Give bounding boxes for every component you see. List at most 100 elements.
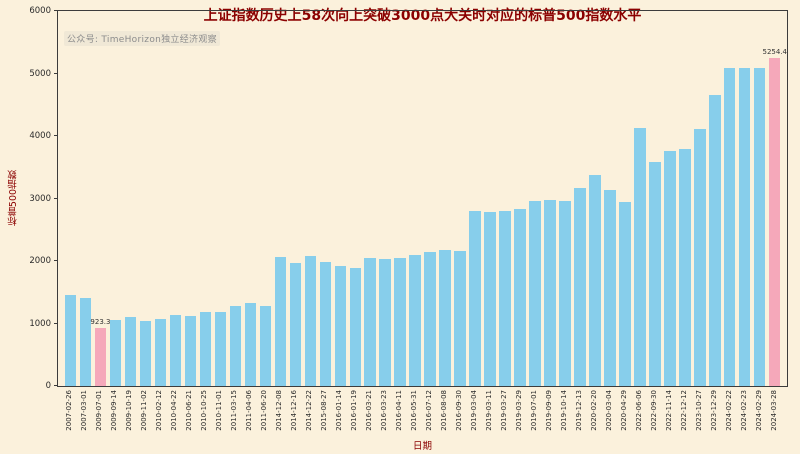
bar-slot [543,11,558,386]
bar-slot [647,11,662,386]
bar [64,295,77,386]
bar-slot [183,11,198,386]
bar [244,302,256,386]
bar [634,128,646,386]
bar-slot [378,11,393,386]
chart-title: 上证指数历史上58次向上突破3000点大关时对应的标普500指数水平 [203,8,642,24]
x-tick-label: 2009-09-14 [109,390,118,431]
bar-slot [602,11,617,386]
bar [574,187,586,386]
x-tick-label: 2007-02-26 [64,390,73,431]
bar [124,317,137,386]
x-tick-label: 2010-04-22 [169,390,178,431]
x-tick-label: 2007-03-01 [79,390,88,431]
bar-slot [752,11,767,386]
bar [139,320,152,386]
x-tick-label: 2019-12-13 [575,390,584,431]
bar [604,190,616,386]
x-tick-label: 2022-12-12 [680,390,689,431]
bar [514,208,526,386]
x-tick-label: 2010-02-12 [154,390,163,431]
bar-slot [198,11,213,386]
x-tick-label: 2024-03-28 [770,390,779,431]
bar-slot [363,11,378,386]
x-tick-label: 2016-04-11 [395,390,403,431]
x-tick-label: 2019-03-29 [515,390,524,431]
x-tick-label: 2011-03-15 [229,390,238,431]
bar-slot [78,11,93,386]
bar [469,211,481,386]
bar-value-annotation: 923.3 [90,318,111,327]
y-tick-mark [54,385,58,386]
bar-slot [632,11,647,386]
watermark: 公众号: TimeHorizon独立经济观察 [64,31,220,46]
bar [559,200,571,386]
bar [454,250,466,386]
bar-highlighted [769,57,781,386]
y-tick-label: 0 [45,381,51,391]
bar [409,254,421,386]
x-tick-label: 2019-03-27 [500,390,509,431]
bar [109,320,122,386]
bar-slot [453,11,468,386]
bar [544,199,556,386]
bar [79,298,92,386]
x-tick-label: 2022-11-14 [665,390,674,431]
x-tick-label: 2019-07-01 [530,390,539,431]
y-tick-mark [54,135,58,136]
bar-slot [273,11,288,386]
x-tick-label: 2009-10-19 [124,390,133,431]
x-tick-label: 2010-11-01 [214,390,223,431]
bar [289,262,301,386]
x-tick-label: 2019-03-11 [485,390,494,431]
x-tick-label: 2024-02-22 [725,390,734,431]
x-axis-label: 日期 [412,441,432,452]
bar [184,316,197,386]
bar-slot [692,11,707,386]
x-tick-label: 2016-01-14 [334,390,343,431]
x-tick-label: 2019-10-14 [560,390,569,431]
bar [379,258,391,386]
bar-slot [348,11,363,386]
bar-slot [483,11,498,386]
x-tick-label: 2010-06-21 [184,390,193,431]
bar [154,318,167,386]
x-tick-label: 2019-03-04 [470,390,479,431]
x-tick-label: 2019-09-09 [545,390,554,431]
x-tick-label: 2011-06-20 [259,390,268,431]
x-tick-label: 2022-06-06 [635,390,644,431]
bar [319,261,331,386]
bar-slot [393,11,408,386]
bar [694,128,706,386]
bar [169,315,182,386]
x-tick-label: 2014-12-16 [289,390,298,431]
bar-slot: 923.3 [90,11,111,386]
bar [484,212,496,386]
x-tick-label: 2015-08-27 [319,390,328,431]
bar-slot [557,11,572,386]
bar [214,312,227,386]
bar-highlighted [94,328,107,386]
bar-slot: 5254.4 [763,11,787,386]
bar-slot [258,11,273,386]
y-tick-mark [54,260,58,261]
x-tick-label: 2016-03-21 [364,390,373,431]
y-tick-label: 1000 [29,318,51,329]
x-tick-label: 2009-11-02 [139,390,148,431]
bar-slot [123,11,138,386]
bar-slot [108,11,123,386]
bar [439,249,451,386]
x-tick-label: 2016-09-30 [455,390,464,431]
bar [754,67,766,386]
x-tick-label: 2023-10-27 [695,390,704,431]
bar [349,268,361,386]
x-tick-label: 2020-02-20 [590,390,599,431]
bar [259,306,271,386]
bar [229,305,241,386]
bar-slot [722,11,737,386]
x-tick-label: 2016-07-12 [425,390,434,431]
y-tick-label: 4000 [29,131,51,141]
bar-slot [438,11,453,386]
bar [274,257,286,386]
x-tick-label: 2016-01-19 [349,390,358,431]
